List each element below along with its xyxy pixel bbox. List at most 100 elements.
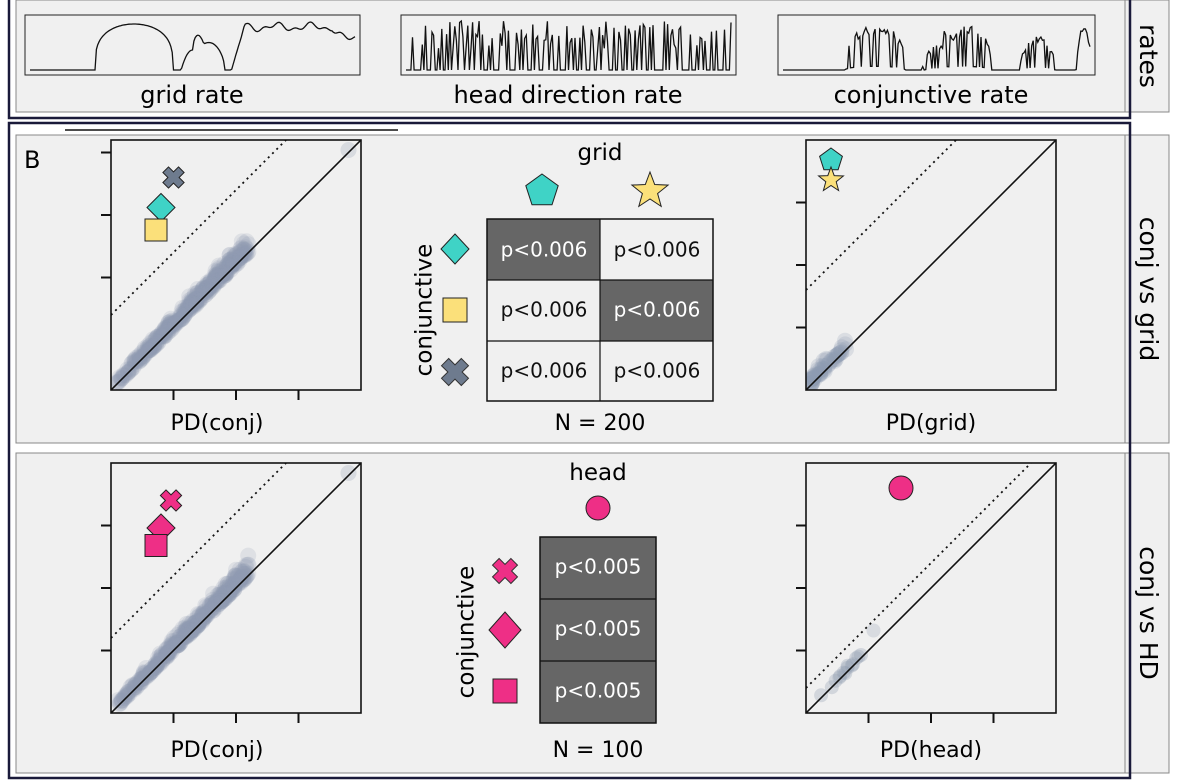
row1-p-value: p<0.006 (501, 238, 588, 262)
scatter-point (197, 606, 214, 622)
scatter-point (128, 676, 144, 693)
scatter-point (210, 593, 227, 609)
scatter-point (156, 322, 173, 339)
scatter-point (198, 279, 215, 296)
scatter-point (136, 665, 153, 682)
row1-left-xlabel: PD(conj) (171, 411, 264, 436)
scatter-point (219, 575, 236, 592)
scatter-point (175, 626, 192, 643)
scatter-point (184, 621, 201, 638)
scatter-point (129, 674, 146, 691)
scatter-point (217, 265, 234, 281)
scatter-point (234, 247, 251, 264)
scatter-point (181, 615, 198, 632)
scatter-point (234, 570, 251, 587)
scatter-point (176, 304, 193, 321)
scatter-point (182, 623, 199, 640)
scatter-point (227, 576, 244, 593)
scatter-point (205, 600, 221, 617)
scatter-point (806, 372, 818, 388)
scatter-point (191, 613, 207, 630)
scatter-point (132, 349, 149, 366)
scatter-point (199, 279, 216, 296)
scatter-point (201, 277, 218, 294)
scatter-point (185, 297, 201, 314)
scatter-point (207, 596, 223, 613)
scatter-point (120, 683, 137, 700)
scatter-point (221, 257, 238, 274)
square-marker (144, 218, 168, 242)
diamond-icon (488, 611, 522, 649)
scatter-point (218, 584, 235, 601)
scatter-point (209, 263, 226, 280)
row2-p-value: p<0.005 (555, 555, 642, 579)
scatter-point (178, 623, 195, 640)
scatter-point (142, 339, 159, 356)
row1-p-value: p<0.006 (614, 238, 701, 262)
scatter-point (168, 634, 185, 651)
scatter-point (163, 315, 180, 332)
scatter-point (211, 260, 228, 277)
scatter-point (208, 267, 225, 284)
scatter-point (185, 297, 202, 314)
scatter-point (227, 567, 244, 584)
scatter-point (236, 246, 253, 263)
scatter-point (223, 258, 239, 275)
scatter-point (208, 595, 224, 611)
scatter-point (165, 636, 182, 653)
scatter-point (167, 635, 184, 652)
scatter-point (202, 602, 219, 619)
scatter-point (815, 361, 832, 377)
scatter-point (150, 652, 167, 669)
scatter-point (194, 608, 211, 625)
scatter-point (111, 692, 126, 709)
scatter-point (240, 556, 257, 573)
scatter-point (231, 573, 247, 590)
scatter-point (199, 605, 216, 622)
scatter-point (175, 305, 192, 322)
row2-table-ylabel: conjunctive (454, 566, 480, 699)
scatter-point (160, 644, 177, 661)
scatter-point (227, 568, 244, 585)
scatter-point (149, 657, 166, 674)
scatter-point (126, 353, 143, 370)
scatter-point (181, 620, 198, 637)
scatter-point (846, 657, 861, 672)
scatter-point (221, 580, 237, 597)
scatter-point (812, 365, 828, 382)
scatter-point (828, 347, 845, 364)
scatter-point (151, 655, 168, 672)
scatter-point (221, 584, 238, 601)
scatter-point (239, 556, 256, 573)
panel-b-frame (7, 121, 1132, 780)
scatter-point (185, 612, 202, 629)
scatter-point (137, 668, 154, 685)
scatter-point (127, 677, 144, 694)
scatter-point (196, 283, 213, 300)
scatter-point (148, 334, 165, 351)
scatter-point (180, 300, 197, 317)
scatter-point (187, 614, 204, 631)
scatter-point (180, 302, 197, 319)
scatter-point (158, 321, 175, 338)
scatter-point (220, 585, 237, 602)
scatter-point (181, 292, 198, 309)
scatter-point (179, 300, 196, 316)
scatter-point (164, 633, 181, 650)
scatter-point (237, 565, 254, 582)
scatter-point (188, 291, 205, 308)
scatter-point (173, 306, 190, 323)
scatter-point (167, 636, 184, 653)
scatter-point (204, 277, 221, 294)
scatter-point (189, 281, 206, 297)
scatter-point (209, 271, 226, 288)
scatter-point (135, 348, 152, 365)
scatter-point (120, 684, 137, 701)
scatter-point (132, 673, 149, 690)
scatter-point (212, 590, 229, 607)
row1-cell-2-1 (600, 341, 713, 401)
scatter-point (117, 686, 134, 703)
scatter-point (169, 634, 186, 651)
scatter-point (240, 565, 257, 582)
scatter-point (213, 589, 229, 605)
